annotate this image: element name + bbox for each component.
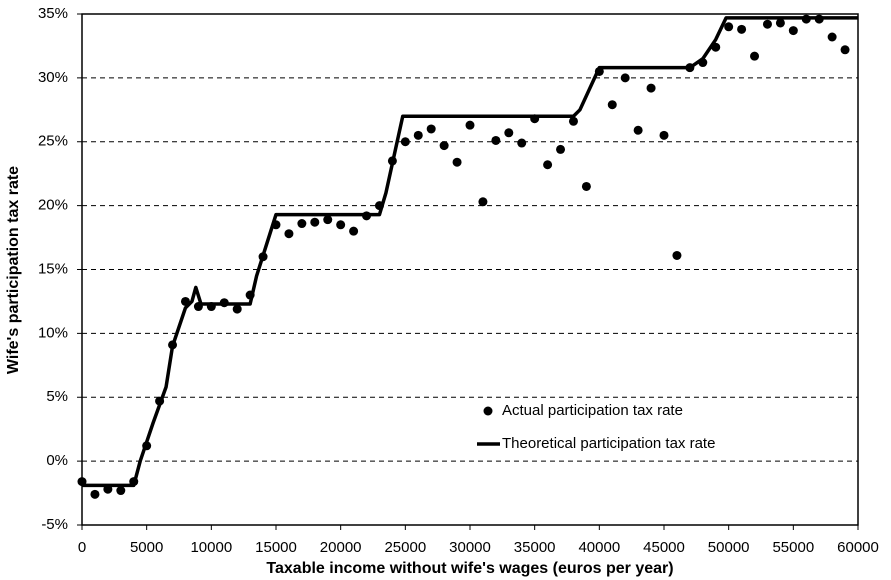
x-tick-label: 15000 <box>255 539 297 556</box>
data-point <box>478 197 488 207</box>
x-axis-title: Taxable income without wife's wages (eur… <box>266 560 673 577</box>
y-tick-label: 35% <box>38 5 68 22</box>
data-point <box>556 144 566 154</box>
x-tick-label: 45000 <box>643 539 685 556</box>
data-point <box>426 124 436 134</box>
y-tick-label: -5% <box>41 516 68 533</box>
data-point <box>750 51 760 61</box>
y-tick-label: 10% <box>38 324 68 341</box>
legend-label: Actual participation tax rate <box>502 402 683 419</box>
data-point <box>840 45 850 55</box>
data-point <box>452 157 462 167</box>
data-point <box>465 120 475 130</box>
x-tick-label: 0 <box>78 539 86 556</box>
x-tick-label: 30000 <box>449 539 491 556</box>
data-point <box>284 229 294 239</box>
data-point <box>491 135 501 145</box>
y-tick-label: 20% <box>38 197 68 214</box>
legend-label: Theoretical participation tax rate <box>502 435 715 452</box>
y-axis-title: Wife's participation tax rate <box>5 166 22 374</box>
data-point <box>607 100 617 110</box>
data-point <box>620 73 630 83</box>
data-point <box>633 125 643 135</box>
y-tick-label: 25% <box>38 133 68 150</box>
data-point <box>232 304 242 314</box>
x-tick-label: 20000 <box>320 539 362 556</box>
data-point <box>568 116 578 126</box>
data-point <box>336 220 346 230</box>
data-point <box>646 83 656 93</box>
x-tick-label: 25000 <box>384 539 426 556</box>
data-point <box>517 138 527 148</box>
data-point <box>349 226 359 236</box>
data-point <box>323 215 333 225</box>
y-tick-label: 15% <box>38 260 68 277</box>
x-tick-label: 50000 <box>708 539 750 556</box>
y-tick-label: 5% <box>46 388 68 405</box>
x-tick-label: 40000 <box>578 539 620 556</box>
data-point <box>413 130 423 140</box>
x-tick-label: 5000 <box>130 539 163 556</box>
data-point <box>581 181 591 191</box>
data-point <box>439 141 449 151</box>
y-tick-label: 30% <box>38 69 68 86</box>
x-tick-label: 60000 <box>837 539 879 556</box>
data-point <box>90 489 100 499</box>
data-point <box>504 128 514 138</box>
data-point <box>310 217 320 227</box>
data-point <box>724 22 734 32</box>
data-point <box>827 32 837 42</box>
data-point <box>775 18 785 28</box>
data-point <box>788 26 798 36</box>
data-point <box>400 137 410 147</box>
x-tick-label: 35000 <box>514 539 556 556</box>
data-point <box>762 19 772 29</box>
y-tick-label: 0% <box>46 452 68 469</box>
plot-border <box>81 13 859 526</box>
data-point <box>543 160 553 170</box>
x-tick-label: 10000 <box>190 539 232 556</box>
data-point <box>116 486 126 496</box>
data-point <box>737 24 747 34</box>
data-point <box>297 219 307 229</box>
legend-marker <box>483 406 493 416</box>
data-point <box>672 250 682 260</box>
x-tick-label: 55000 <box>772 539 814 556</box>
data-point <box>659 130 669 140</box>
data-line <box>82 16 858 488</box>
